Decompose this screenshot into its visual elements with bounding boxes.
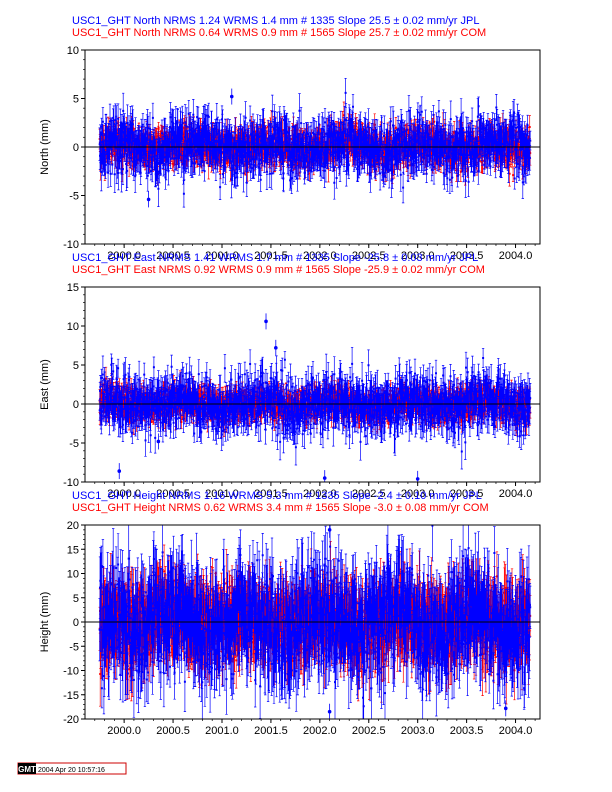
- x-tick-label: 2003.5: [450, 488, 484, 500]
- y-axis-label: East (mm): [39, 359, 51, 410]
- x-tick-label: 2003.0: [401, 488, 435, 500]
- panel-3-title-line-2: USC1_GHT Height NRMS 0.62 WRMS 3.4 mm # …: [72, 502, 489, 514]
- y-tick-label: 15: [67, 544, 79, 556]
- series-jpl: [98, 346, 532, 470]
- outlier-point: [327, 709, 332, 714]
- series-jpl: [98, 525, 532, 719]
- panel-1: USC1_GHT North NRMS 1.24 WRMS 1.4 mm # 1…: [39, 15, 541, 262]
- gmt-logo: GMT: [18, 765, 36, 774]
- x-tick-label: 2003.5: [450, 725, 484, 737]
- x-tick-label: 2000.0: [107, 250, 141, 262]
- outlier-point: [503, 706, 508, 711]
- x-tick-label: 2000.5: [156, 725, 190, 737]
- x-tick-label: 2001.0: [205, 725, 239, 737]
- panel-3-data: [98, 525, 532, 719]
- outlier-point: [415, 477, 420, 481]
- x-tick-label: 2004.0: [499, 725, 533, 737]
- outlier-point: [274, 346, 278, 350]
- y-tick-label: 10: [67, 321, 79, 333]
- gmt-timestamp: 2004 Apr 20 10:57:16: [38, 767, 105, 774]
- x-tick-label: 2001.5: [254, 250, 288, 262]
- outlier-point: [229, 94, 234, 99]
- series-jpl-points: [98, 91, 532, 195]
- panel-2: USC1_GHT East NRMS 1.41 WRMS 1.7 mm # 13…: [39, 252, 541, 500]
- x-tick-label: 2002.5: [352, 725, 386, 737]
- y-tick-label: 0: [73, 617, 79, 629]
- y-tick-label: 5: [73, 360, 79, 372]
- y-tick-label: 5: [73, 94, 79, 106]
- y-tick-label: -5: [69, 641, 79, 653]
- y-tick-label: -10: [63, 477, 79, 489]
- panel-2-title-line-1: USC1_GHT East NRMS 1.41 WRMS 1.7 mm # 13…: [72, 252, 478, 264]
- y-tick-label: 10: [67, 45, 79, 57]
- x-tick-label: 2001.5: [254, 725, 288, 737]
- x-tick-label: 2002.0: [303, 488, 337, 500]
- x-tick-label: 2001.0: [205, 250, 239, 262]
- y-tick-label: 0: [73, 399, 79, 411]
- x-tick-label: 2001.0: [205, 488, 239, 500]
- y-tick-label: -5: [69, 191, 79, 203]
- plot-frame: [84, 286, 541, 483]
- panel-1-data: [98, 77, 532, 208]
- y-axis-label: North (mm): [39, 119, 51, 175]
- x-tick-label: 2000.0: [107, 725, 141, 737]
- panel-2-title-line-2: USC1_GHT East NRMS 0.92 WRMS 0.9 mm # 15…: [72, 264, 485, 276]
- outlier-point: [117, 469, 122, 473]
- y-tick-label: -15: [63, 690, 79, 702]
- x-tick-label: 2002.5: [352, 488, 386, 500]
- y-tick-label: 20: [67, 520, 79, 532]
- gmt-stamp: GMT 2004 Apr 20 10:57:16: [17, 762, 127, 775]
- panel-3-title-line-1: USC1_GHT Height NRMS 1.16 WRMS 5.3 mm # …: [72, 490, 482, 502]
- outlier-point: [264, 319, 268, 324]
- x-tick-label: 2003.0: [401, 725, 435, 737]
- x-tick-label: 2000.5: [156, 488, 190, 500]
- x-tick-label: 2004.0: [499, 488, 533, 500]
- y-tick-label: 5: [73, 593, 79, 605]
- outlier-point: [327, 528, 332, 532]
- series-jpl: [98, 77, 532, 208]
- y-tick-label: -10: [63, 239, 79, 251]
- x-tick-label: 2004.0: [499, 250, 533, 262]
- x-tick-label: 2002.0: [303, 250, 337, 262]
- y-tick-label: -5: [69, 438, 79, 450]
- panel-2-data: [98, 313, 532, 482]
- x-tick-label: 2000.5: [156, 250, 190, 262]
- y-tick-label: 0: [73, 142, 79, 154]
- y-tick-label: 10: [67, 569, 79, 581]
- y-tick-label: -10: [63, 666, 79, 678]
- y-tick-label: -20: [63, 714, 79, 726]
- x-tick-label: 2001.5: [254, 488, 288, 500]
- y-axis-label: Height (mm): [39, 592, 51, 653]
- panel-1-title-line-2: USC1_GHT North NRMS 0.64 WRMS 0.9 mm # 1…: [72, 27, 486, 39]
- panel-3: USC1_GHT Height NRMS 1.16 WRMS 5.3 mm # …: [39, 490, 541, 737]
- x-tick-label: 2000.0: [107, 488, 141, 500]
- outlier-point: [146, 197, 151, 202]
- panel-1-title-line-1: USC1_GHT North NRMS 1.24 WRMS 1.4 mm # 1…: [72, 15, 479, 27]
- outlier-point: [322, 476, 327, 480]
- x-tick-label: 2003.5: [450, 250, 484, 262]
- series-jpl-points: [98, 357, 532, 453]
- x-tick-label: 2003.0: [401, 250, 435, 262]
- x-tick-label: 2002.0: [303, 725, 337, 737]
- outlier-point: [156, 439, 161, 444]
- panels: USC1_GHT North NRMS 1.24 WRMS 1.4 mm # 1…: [39, 15, 541, 737]
- x-tick-label: 2002.5: [352, 250, 386, 262]
- y-tick-label: 15: [67, 282, 79, 294]
